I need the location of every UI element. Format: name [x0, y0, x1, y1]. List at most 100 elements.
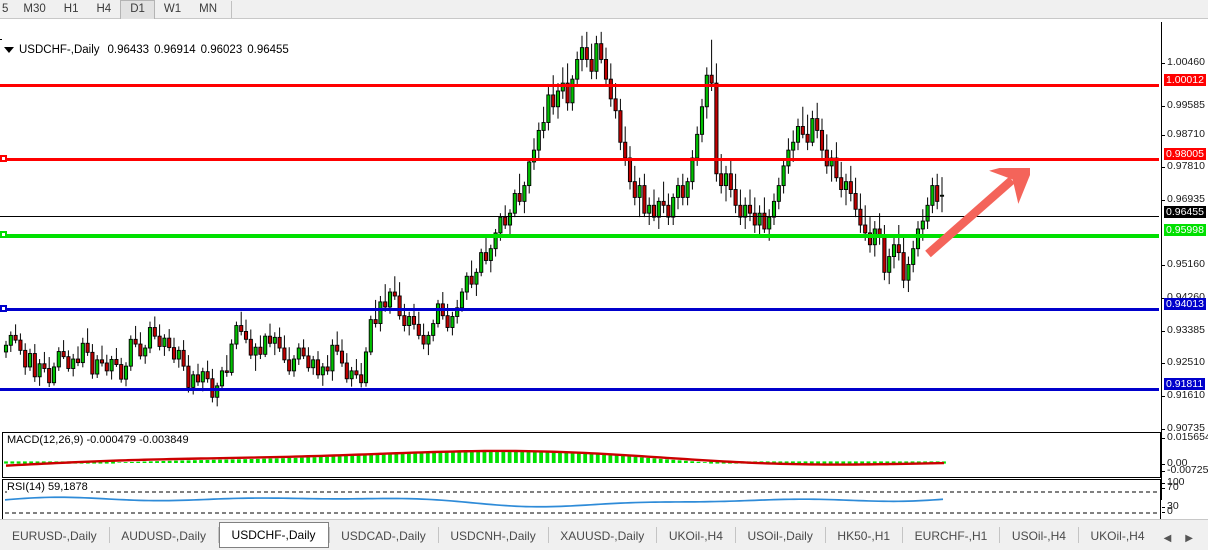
- price-badge-0-94013[interactable]: 0.94013: [1164, 298, 1206, 310]
- chart-tab-usoildaily[interactable]: USOil-,Daily: [747, 529, 813, 543]
- current-price-0-96455[interactable]: [0, 216, 1159, 217]
- chart-tab-usdcnhdaily[interactable]: USDCNH-,Daily: [450, 529, 536, 543]
- chart-area[interactable]: MACD(12,26,9) -0.000479 -0.003849 RSI(14…: [0, 19, 1208, 537]
- scale-tick-mark: [1162, 483, 1165, 484]
- price-tick-label: 0.99585: [1167, 99, 1205, 111]
- scale-tick-mark: [1162, 471, 1165, 472]
- price-badge-0-95998[interactable]: 0.95998: [1164, 224, 1206, 236]
- price-tick-label: 0.93385: [1167, 324, 1205, 336]
- chart-tab-audusddaily[interactable]: AUDUSD-,Daily: [121, 529, 206, 543]
- scale-tick-mark: [1162, 63, 1165, 64]
- level-line-bar: [0, 216, 1159, 217]
- chart-tab-usoilh4[interactable]: USOil-,H4: [1011, 529, 1066, 543]
- scale-tick-mark: [1162, 200, 1165, 201]
- level-line-bar: [0, 234, 1159, 238]
- price-scale-divider: [1161, 22, 1162, 500]
- chart-tab-ukoilh4[interactable]: UKOil-,H4: [668, 529, 723, 543]
- price-badge-0-98005[interactable]: 0.98005: [1164, 148, 1206, 160]
- scale-tick-mark: [1162, 464, 1165, 465]
- timeframe-toolbar: 5 M30 H1 H4 D1 W1 MN: [0, 0, 1208, 19]
- tab-separator: [328, 527, 330, 543]
- rsi-pane[interactable]: RSI(14) 59,1878: [2, 479, 1161, 521]
- price-tick-label: 0.96935: [1167, 193, 1205, 205]
- timeframe-mn[interactable]: MN: [199, 3, 218, 15]
- level-line-bar: [0, 388, 1159, 391]
- macd-label: MACD(12,26,9) -0.000479 -0.003849: [7, 434, 192, 446]
- ohlc-high: 0.96914: [154, 44, 196, 56]
- scroll-right-icon[interactable]: ▶: [1185, 533, 1193, 544]
- chart-plot-outer: MACD(12,26,9) -0.000479 -0.003849 RSI(14…: [0, 20, 1208, 537]
- macd-tick-label: 0.00: [1167, 457, 1188, 469]
- level-line-bar: [0, 158, 1159, 161]
- level-line-handle[interactable]: [0, 305, 7, 312]
- price-tick-label: 0.95160: [1167, 258, 1205, 270]
- ohlc-low: 0.96023: [200, 44, 243, 56]
- level-line-bar: [0, 84, 1159, 87]
- macd-pane[interactable]: MACD(12,26,9) -0.000479 -0.003849: [2, 432, 1161, 478]
- rsi-tick-label: 30: [1167, 500, 1179, 512]
- timeframe-h1[interactable]: H1: [63, 3, 79, 15]
- tab-separator: [217, 527, 219, 543]
- scale-tick-mark: [1162, 507, 1165, 508]
- macd-tick-label: -0.007259: [1167, 464, 1208, 476]
- ohlc-open: 0.96433: [107, 44, 150, 56]
- tab-scroll-controls: ◀ ▶: [1157, 533, 1208, 544]
- rsi-series: [4, 491, 1158, 514]
- price-tick-label: 0.91610: [1167, 389, 1205, 401]
- support-0-95998[interactable]: [0, 231, 1159, 238]
- tab-separator: [824, 527, 826, 543]
- tab-separator: [902, 527, 903, 543]
- scale-tick-mark: [1162, 298, 1165, 299]
- resistance-1-00012[interactable]: [0, 84, 1159, 87]
- tab-separator: [656, 527, 657, 543]
- scale-tick-mark: [1162, 265, 1165, 266]
- timeframe-w1[interactable]: W1: [163, 3, 182, 15]
- tab-separator: [547, 527, 549, 543]
- timeframe-m30[interactable]: M30: [23, 3, 46, 15]
- support-0-91811[interactable]: [0, 388, 1159, 391]
- chart-tab-usdchfdaily[interactable]: USDCHF-,Daily: [218, 522, 329, 548]
- tab-separator: [734, 527, 736, 543]
- price-tick-label: 0.92510: [1167, 356, 1205, 368]
- timeframe-5[interactable]: 5: [2, 3, 9, 15]
- chart-tab-hk50h1[interactable]: HK50-,H1: [837, 529, 891, 543]
- price-tick-label: 0.90735: [1167, 422, 1205, 434]
- chart-tab-eurchfh1[interactable]: EURCHF-,H1: [914, 529, 988, 543]
- scale-tick-mark: [1162, 363, 1165, 364]
- toolbar-separator: [231, 0, 233, 18]
- price-scale[interactable]: 1.00460 0.99585 0.98710 0.97810 0.96935 0.951…: [1162, 22, 1208, 517]
- price-badge-0-96455[interactable]: 0.96455: [1164, 206, 1206, 218]
- timeframe-h4[interactable]: H4: [96, 3, 112, 15]
- tab-separator: [1077, 527, 1079, 543]
- price-tick-label: 0.97810: [1167, 160, 1205, 172]
- rsi-tick-label: 70: [1167, 481, 1179, 493]
- scale-tick-mark: [1162, 429, 1165, 430]
- scale-tick-mark: [1162, 438, 1165, 439]
- scroll-left-icon[interactable]: ◀: [1163, 533, 1172, 544]
- level-line-handle[interactable]: [0, 231, 7, 238]
- symbol-header: USDCHF-,Daily 0.96433 0.96914 0.96023 0.…: [4, 44, 294, 56]
- chart-tab-usdcaddaily[interactable]: USDCAD-,Daily: [341, 529, 426, 543]
- resistance-0-98005[interactable]: [0, 155, 1159, 162]
- rsi-label: RSI(14) 59,1878: [7, 481, 91, 493]
- scale-tick-mark: [1162, 135, 1165, 136]
- price-tick-label: 0.98710: [1167, 128, 1205, 140]
- rsi-tick-label: 0: [1167, 505, 1173, 517]
- timeframe-d1[interactable]: D1: [120, 0, 155, 19]
- tab-separator: [999, 527, 1000, 543]
- chevron-down-icon[interactable]: [4, 47, 14, 53]
- scale-tick-mark: [1162, 488, 1165, 489]
- tab-separator: [437, 527, 439, 543]
- support-0-94013[interactable]: [0, 305, 1159, 312]
- chart-tab-eurusddaily[interactable]: EURUSD-,Daily: [12, 529, 97, 543]
- price-badge-0-91811[interactable]: 0.91811: [1164, 378, 1206, 390]
- chart-tab-xauusddaily[interactable]: XAUUSD-,Daily: [560, 529, 645, 543]
- chart-tab-ukoilh4[interactable]: UKOil-,H4: [1090, 529, 1145, 543]
- price-badge-1-00012[interactable]: 1.00012: [1164, 74, 1206, 86]
- symbol-name: USDCHF-,Daily: [19, 44, 100, 56]
- level-line-handle[interactable]: [0, 155, 7, 162]
- scale-tick-mark: [1162, 106, 1165, 107]
- scale-tick-mark: [1162, 396, 1165, 397]
- scale-tick-mark: [1162, 331, 1165, 332]
